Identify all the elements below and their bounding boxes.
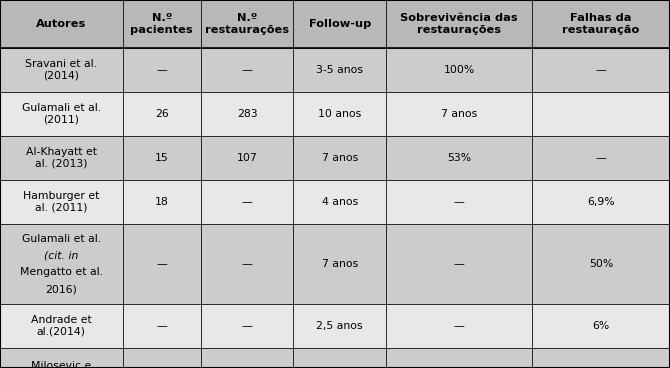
Bar <box>532 348 670 368</box>
Bar <box>293 304 386 348</box>
Text: 2,5 anos: 2,5 anos <box>316 321 363 331</box>
Text: Follow-up: Follow-up <box>308 19 371 29</box>
Bar <box>532 304 670 348</box>
Text: —: — <box>454 259 464 269</box>
Bar <box>123 224 201 304</box>
Text: Mengatto et al.: Mengatto et al. <box>20 268 103 277</box>
Text: 7 anos: 7 anos <box>322 153 358 163</box>
Bar <box>293 136 386 180</box>
Bar <box>123 348 201 368</box>
Text: 50%: 50% <box>589 259 613 269</box>
Text: Autores: Autores <box>36 19 86 29</box>
Bar <box>201 48 293 92</box>
Bar <box>201 348 293 368</box>
Text: 53%: 53% <box>447 153 471 163</box>
Text: —: — <box>156 65 168 75</box>
Bar <box>293 180 386 224</box>
Bar <box>201 92 293 136</box>
Bar <box>293 0 386 48</box>
Text: 10 anos: 10 anos <box>318 109 361 119</box>
Text: 7 anos: 7 anos <box>322 259 358 269</box>
Text: —: — <box>454 197 464 207</box>
Bar <box>293 48 386 92</box>
Bar <box>0 0 123 48</box>
Bar <box>201 136 293 180</box>
Bar <box>532 92 670 136</box>
Text: 2016): 2016) <box>46 284 77 294</box>
Text: Gulamali et al.: Gulamali et al. <box>21 234 101 244</box>
Text: Milosevic e
Burnside
(2016): Milosevic e Burnside (2016) <box>31 361 91 368</box>
Text: 26: 26 <box>155 109 169 119</box>
Text: —: — <box>156 321 168 331</box>
Bar <box>201 0 293 48</box>
Bar <box>386 224 532 304</box>
Bar <box>0 304 123 348</box>
Bar <box>201 180 293 224</box>
Bar <box>201 304 293 348</box>
Text: Sravani et al.
(2014): Sravani et al. (2014) <box>25 59 97 81</box>
Bar <box>0 92 123 136</box>
Bar <box>386 180 532 224</box>
Bar <box>123 48 201 92</box>
Text: 18: 18 <box>155 197 169 207</box>
Bar <box>123 92 201 136</box>
Bar <box>293 224 386 304</box>
Bar <box>386 48 532 92</box>
Bar <box>532 180 670 224</box>
Text: 4 anos: 4 anos <box>322 197 358 207</box>
Bar <box>532 0 670 48</box>
Bar <box>123 136 201 180</box>
Bar <box>386 348 532 368</box>
Text: Falhas da
restauração: Falhas da restauração <box>562 13 640 35</box>
Text: —: — <box>242 321 253 331</box>
Text: Al-Khayatt et
al. (2013): Al-Khayatt et al. (2013) <box>26 147 96 169</box>
Bar <box>386 0 532 48</box>
Bar <box>123 304 201 348</box>
Text: 7 anos: 7 anos <box>441 109 477 119</box>
Text: —: — <box>242 197 253 207</box>
Text: —: — <box>156 259 168 269</box>
Text: (cit. in: (cit. in <box>44 251 78 261</box>
Text: 100%: 100% <box>444 65 474 75</box>
Text: —: — <box>596 153 606 163</box>
Bar <box>201 224 293 304</box>
Text: Gulamali et al.
(2011): Gulamali et al. (2011) <box>21 103 101 125</box>
Text: 3-5 anos: 3-5 anos <box>316 65 363 75</box>
Text: Andrade et
al.(2014): Andrade et al.(2014) <box>31 315 92 337</box>
Text: 15: 15 <box>155 153 169 163</box>
Bar <box>0 348 123 368</box>
Bar <box>532 48 670 92</box>
Text: —: — <box>242 65 253 75</box>
Bar <box>123 180 201 224</box>
Text: —: — <box>596 65 606 75</box>
Text: N.º
pacientes: N.º pacientes <box>131 13 193 35</box>
Text: 283: 283 <box>237 109 257 119</box>
Bar <box>0 48 123 92</box>
Text: 107: 107 <box>237 153 257 163</box>
Bar <box>293 92 386 136</box>
Text: —: — <box>242 259 253 269</box>
Text: Sobrevivência das
restaurações: Sobrevivência das restaurações <box>400 13 518 35</box>
Bar <box>0 180 123 224</box>
Text: —: — <box>454 321 464 331</box>
Bar <box>0 224 123 304</box>
Bar <box>0 136 123 180</box>
Text: Hamburger et
al. (2011): Hamburger et al. (2011) <box>23 191 99 213</box>
Bar <box>532 224 670 304</box>
Text: 6,9%: 6,9% <box>587 197 615 207</box>
Bar <box>123 0 201 48</box>
Text: 6%: 6% <box>592 321 610 331</box>
Bar <box>386 304 532 348</box>
Bar <box>386 136 532 180</box>
Bar <box>386 92 532 136</box>
Bar <box>532 136 670 180</box>
Text: N.º
restaurações: N.º restaurações <box>205 13 289 35</box>
Bar <box>293 348 386 368</box>
